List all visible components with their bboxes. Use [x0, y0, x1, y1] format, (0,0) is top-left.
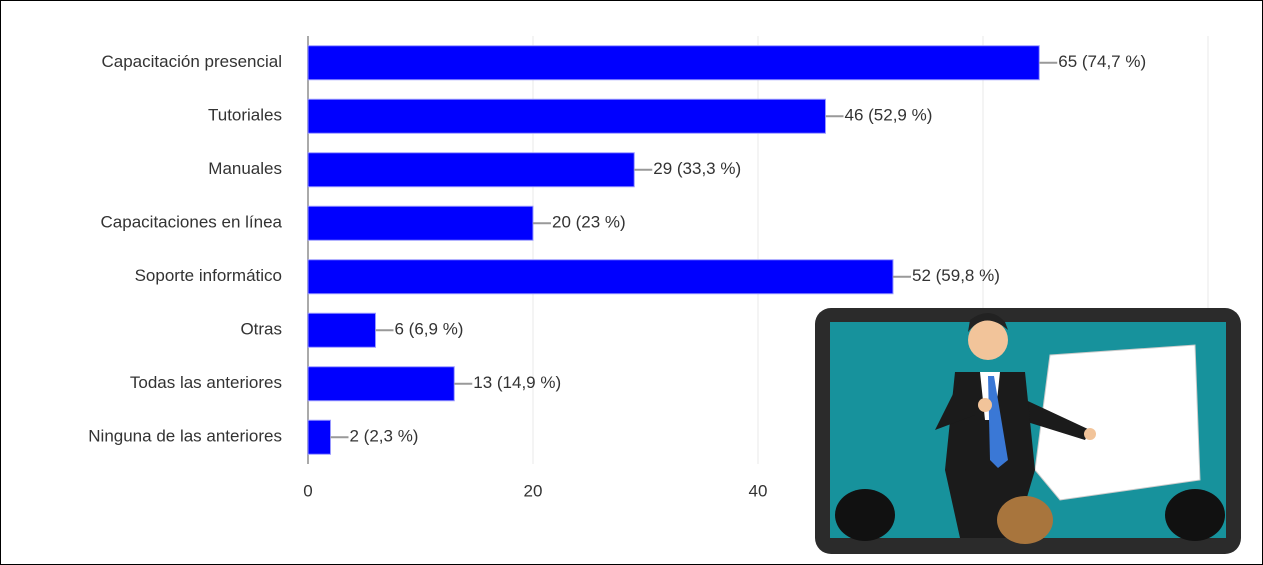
y-tick-label: Tutoriales [208, 106, 282, 125]
audience-head [1165, 489, 1225, 541]
head [968, 320, 1008, 360]
hand-left [978, 398, 992, 412]
y-tick-label: Capacitaciones en línea [101, 213, 283, 232]
bar [307, 419, 331, 455]
bar [307, 259, 894, 295]
bar [307, 45, 1040, 81]
y-tick-label: Otras [240, 320, 282, 339]
bar [307, 312, 376, 348]
value-label: 52 (59,8 %) [912, 266, 1000, 285]
audience-head [835, 489, 895, 541]
y-tick-label: Soporte informático [135, 266, 282, 285]
bar [307, 366, 455, 402]
audience-head [997, 496, 1053, 544]
value-label: 2 (2,3 %) [350, 427, 419, 446]
illustration [815, 308, 1241, 554]
value-label: 20 (23 %) [552, 213, 626, 232]
y-tick-label: Todas las anteriores [130, 373, 282, 392]
y-tick-label: Ninguna de las anteriores [88, 427, 282, 446]
whiteboard [1034, 344, 1201, 501]
x-tick-label: 20 [524, 481, 543, 500]
value-label: 46 (52,9 %) [845, 106, 933, 125]
y-tick-label: Manuales [208, 159, 282, 178]
tie [988, 376, 1008, 468]
bar [307, 205, 534, 241]
y-tick-label: Capacitación presencial [102, 52, 283, 71]
value-label: 13 (14,9 %) [473, 373, 561, 392]
x-tick-label: 0 [303, 481, 312, 500]
hair [968, 312, 1008, 332]
arm-left [935, 380, 985, 430]
bar [307, 98, 826, 134]
x-tick-label: 40 [749, 481, 768, 500]
bar [307, 152, 635, 188]
value-label: 6 (6,9 %) [395, 320, 464, 339]
hand [1084, 428, 1096, 440]
value-label: 29 (33,3 %) [653, 159, 741, 178]
value-label: 65 (74,7 %) [1058, 52, 1146, 71]
